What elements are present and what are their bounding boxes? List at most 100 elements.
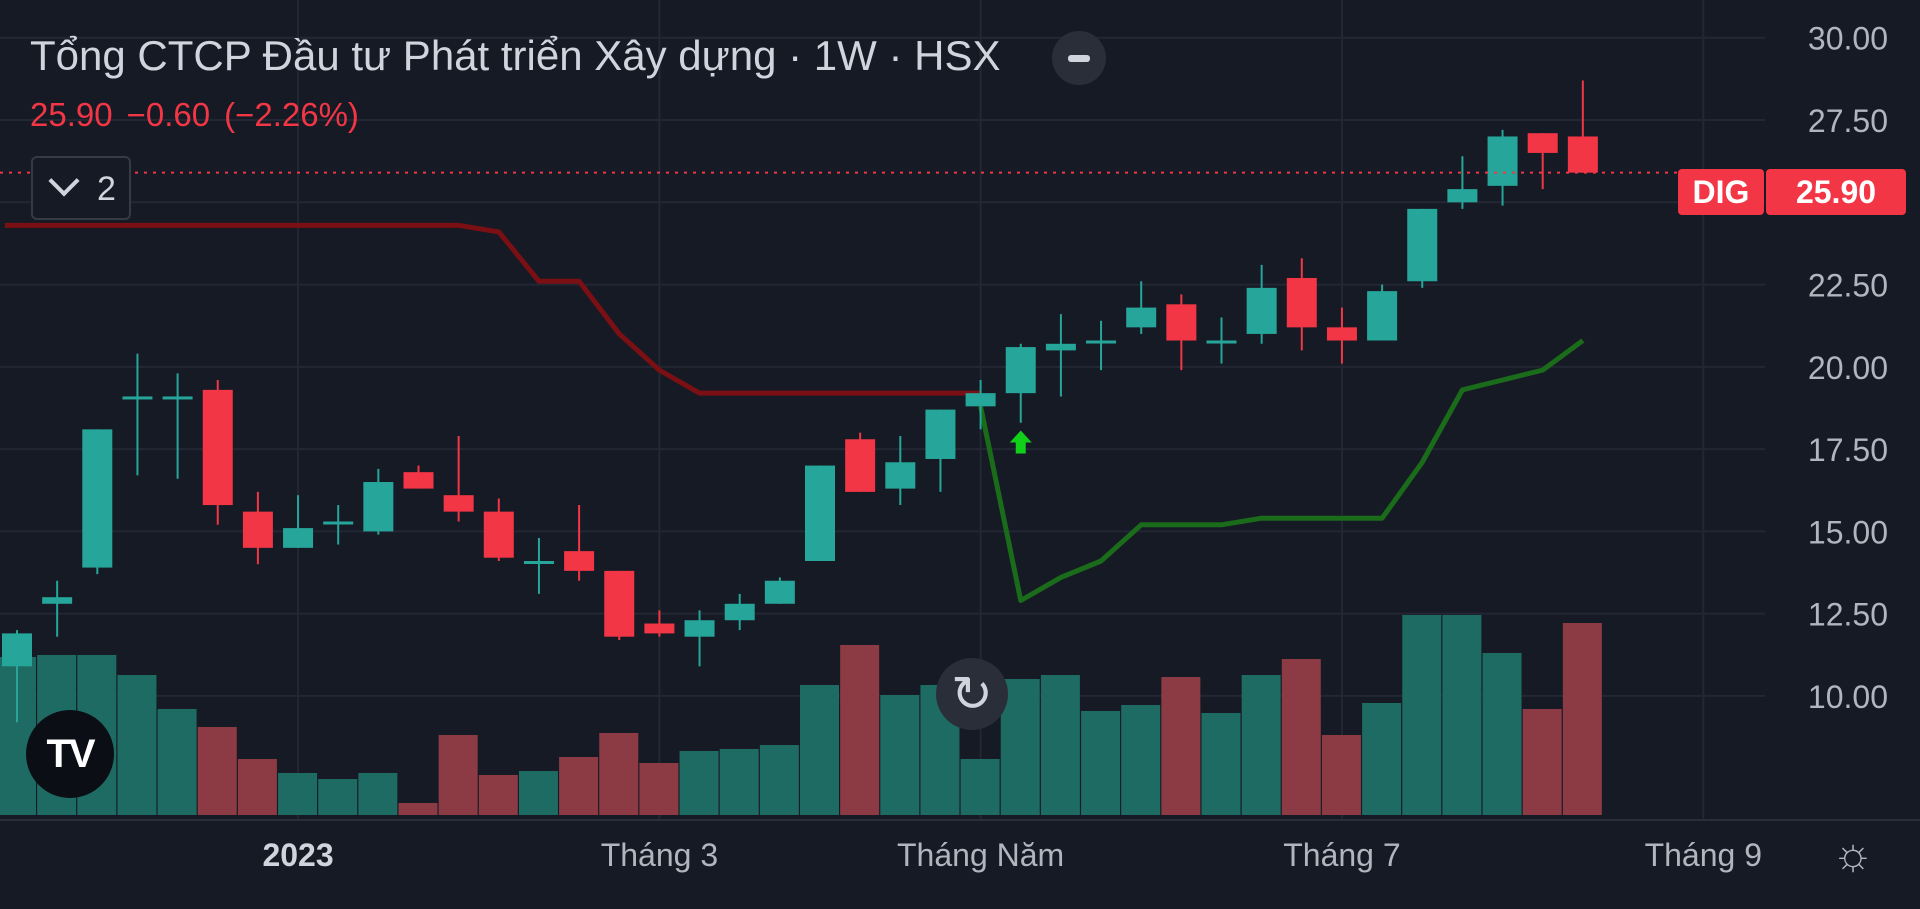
volume-bar — [1000, 679, 1040, 815]
candle — [604, 570, 635, 640]
chevron-down-icon — [48, 165, 80, 197]
volume-bar — [1321, 735, 1361, 815]
volume-bar — [157, 709, 197, 815]
candle — [1086, 320, 1117, 371]
candle — [443, 435, 474, 522]
candle — [965, 380, 996, 430]
candle — [564, 505, 595, 581]
candle — [82, 429, 113, 575]
minus-icon — [1068, 55, 1090, 62]
candle-body — [1286, 277, 1317, 328]
volume-bar — [117, 675, 157, 815]
candle-body — [283, 528, 314, 548]
volume-bar — [1442, 615, 1482, 815]
candle — [162, 373, 193, 479]
candle-body — [564, 551, 595, 571]
candle-body — [724, 603, 755, 621]
time-tick-label: Tháng Năm — [897, 837, 1064, 873]
time-axis[interactable]: 2023 Tháng 3 Tháng Năm Tháng 7 Tháng 9 — [262, 837, 1762, 873]
volume-bar — [1522, 709, 1562, 815]
settings-icon[interactable]: ☼ — [1831, 827, 1875, 879]
volume-bar — [679, 751, 719, 815]
candle — [1045, 314, 1076, 397]
chart-title: Tổng CTCP Đầu tư Phát triển Xây dựng · 1… — [30, 32, 1001, 79]
candle-body — [122, 396, 153, 400]
indicators-count: 2 — [97, 170, 116, 208]
chart-grid — [0, 0, 1920, 821]
candle — [1527, 133, 1558, 190]
price-tick-label: 15.00 — [1808, 514, 1888, 550]
candle — [644, 610, 675, 637]
candle-body — [1126, 307, 1157, 328]
candle-body — [1567, 136, 1598, 173]
volume-bar — [358, 773, 398, 815]
volume-bar — [237, 759, 277, 815]
candle — [1166, 294, 1197, 371]
reset-icon[interactable]: ↻ — [936, 658, 1008, 730]
volume-bar — [1201, 713, 1241, 815]
candle — [363, 468, 394, 535]
time-tick-label: Tháng 7 — [1283, 837, 1400, 873]
candle — [845, 432, 876, 492]
candle-body — [1206, 340, 1237, 344]
candle-body — [2, 633, 32, 667]
candle-body — [443, 495, 474, 512]
volume-bar — [1562, 623, 1602, 815]
volume-bar — [1281, 659, 1321, 815]
candle-body — [82, 429, 113, 568]
volume-bar — [278, 773, 318, 815]
tradingview-logo[interactable]: TV — [26, 710, 114, 798]
price-tick-label: 27.50 — [1808, 103, 1888, 139]
candle — [1487, 129, 1518, 206]
candle-body — [1326, 327, 1357, 341]
candle — [1447, 156, 1478, 209]
candle-body — [1487, 136, 1518, 186]
price-tick-label: 10.00 — [1808, 679, 1888, 715]
indicators-toggle-button[interactable]: 2 — [31, 156, 131, 220]
candle-body — [162, 396, 193, 400]
time-tick-label: Tháng 9 — [1645, 837, 1762, 873]
volume-bar — [438, 735, 478, 815]
volume-bar — [800, 685, 839, 815]
candle — [242, 491, 273, 565]
volume-bar — [639, 763, 679, 815]
support-line — [978, 338, 1585, 603]
volume-bar — [559, 757, 599, 815]
volume-bar — [1362, 703, 1402, 815]
candle-body — [1367, 291, 1398, 341]
last-price: 25.90 — [30, 96, 113, 133]
candle — [523, 537, 554, 594]
volume-bar — [1402, 615, 1442, 815]
candle-body — [885, 462, 916, 489]
price-change: −0.60 — [126, 96, 211, 133]
time-tick-label: Tháng 3 — [601, 837, 718, 873]
candle-body — [1005, 347, 1036, 394]
candle — [122, 353, 153, 476]
candle — [1246, 264, 1277, 344]
candle-body — [483, 511, 514, 558]
candle-body — [1166, 304, 1197, 341]
up-arrow-icon — [1009, 430, 1032, 454]
candle-body — [403, 472, 434, 489]
candle-body — [965, 393, 996, 407]
candle-body — [1246, 287, 1277, 334]
volume-bar — [960, 759, 1000, 815]
candle — [323, 505, 354, 545]
candle-body — [845, 439, 876, 492]
candle — [1407, 208, 1438, 288]
candle-body — [1045, 343, 1076, 351]
price-axis[interactable]: 30.0027.5025.0022.5020.0017.5015.0012.50… — [1808, 21, 1888, 715]
candle — [1206, 317, 1237, 364]
candle — [925, 409, 956, 492]
candle-body — [202, 389, 233, 506]
volume-bar — [318, 779, 358, 815]
resistance-line — [4, 222, 981, 396]
collapse-legend-button[interactable] — [1052, 31, 1106, 85]
candle — [2, 630, 32, 723]
volume-bar — [1482, 653, 1522, 815]
indicator-lines — [4, 222, 1585, 603]
candle-body — [1527, 133, 1558, 153]
candle-body — [684, 620, 715, 637]
volume-bar — [1161, 677, 1201, 815]
